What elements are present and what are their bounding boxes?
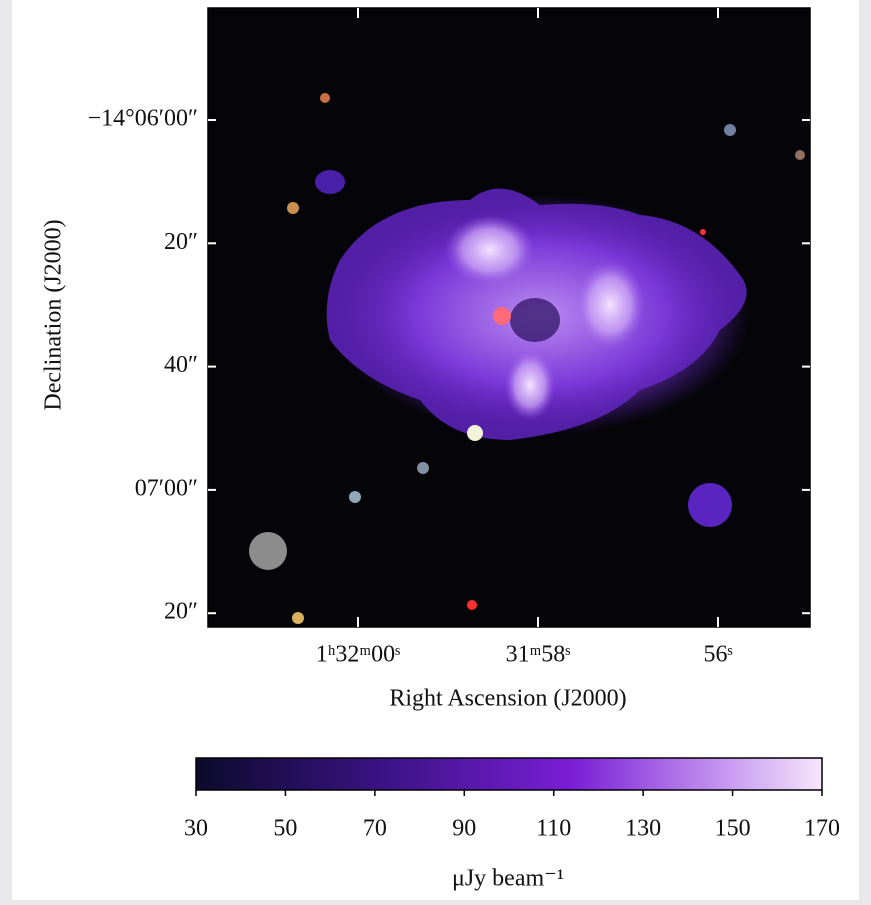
colorbar-tick-label: 30 — [184, 816, 208, 842]
colorbar-tick-label: 70 — [363, 816, 387, 842]
y-tick-label: 20″ — [164, 599, 198, 625]
y-tick-label: −14°06′00″ — [88, 106, 198, 132]
colorbar — [196, 758, 822, 790]
y-tick-label: 07′00″ — [135, 475, 198, 501]
colorbar-tick-label: 110 — [536, 816, 571, 842]
x-axis-label: Right Ascension (J2000) — [389, 686, 626, 712]
x-tick-label: 56ˢ — [703, 642, 732, 668]
colorbar-tick-label: 90 — [452, 816, 476, 842]
colorbar-tick-label: 170 — [804, 816, 840, 842]
y-tick-label: 40″ — [164, 352, 198, 378]
colorbar-label: μJy beam⁻¹ — [452, 866, 564, 892]
x-tick-label: 1ʰ32ᵐ00ˢ — [316, 642, 401, 668]
colorbar-tick-label: 130 — [625, 816, 661, 842]
colorbar-tick-label: 150 — [715, 816, 751, 842]
page: Declination (J2000) Right Ascension (J20… — [0, 0, 871, 900]
x-tick-label: 31ᵐ58ˢ — [506, 642, 571, 668]
figure: Declination (J2000) Right Ascension (J20… — [0, 0, 871, 900]
colorbar-tick-label: 50 — [273, 816, 297, 842]
y-axis-label: Declination (J2000) — [41, 219, 67, 410]
y-tick-label: 20″ — [164, 229, 198, 255]
sky-image — [208, 8, 810, 627]
